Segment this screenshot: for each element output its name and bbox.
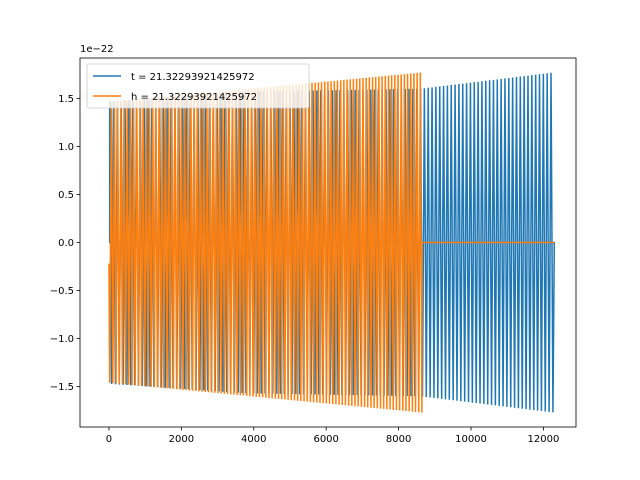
x-tick-label: 4000 — [241, 434, 266, 445]
y-offset-text: 1e−22 — [80, 44, 114, 55]
y-tick-label: 0.0 — [58, 238, 74, 249]
series-layer — [108, 72, 556, 413]
x-tick-label: 0 — [106, 434, 112, 445]
legend-label: h = 21.32293921425972 — [131, 92, 257, 103]
y-tick-label: −1.0 — [50, 334, 74, 345]
y-tick-label: 1.5 — [58, 94, 74, 105]
y-axis: −1.5 −1.0 −0.5 0.0 0.5 1.0 1.5 — [50, 94, 80, 393]
legend: t = 21.32293921425972 h = 21.322939214259… — [86, 63, 310, 109]
x-tick-label: 6000 — [313, 434, 338, 445]
y-tick-label: 0.5 — [58, 190, 74, 201]
x-tick-label: 10000 — [455, 434, 487, 445]
x-tick-label: 12000 — [528, 434, 560, 445]
series-line-h — [108, 72, 555, 413]
x-tick-label: 2000 — [169, 434, 194, 445]
legend-box — [86, 63, 310, 109]
x-tick-label: 8000 — [386, 434, 411, 445]
series-line-t — [108, 72, 556, 413]
x-axis: 0 2000 4000 6000 8000 10000 12000 — [106, 427, 560, 445]
legend-label: t = 21.32293921425972 — [131, 72, 255, 83]
y-tick-label: −0.5 — [50, 286, 74, 297]
y-tick-label: −1.5 — [50, 382, 74, 393]
y-tick-label: 1.0 — [58, 142, 74, 153]
